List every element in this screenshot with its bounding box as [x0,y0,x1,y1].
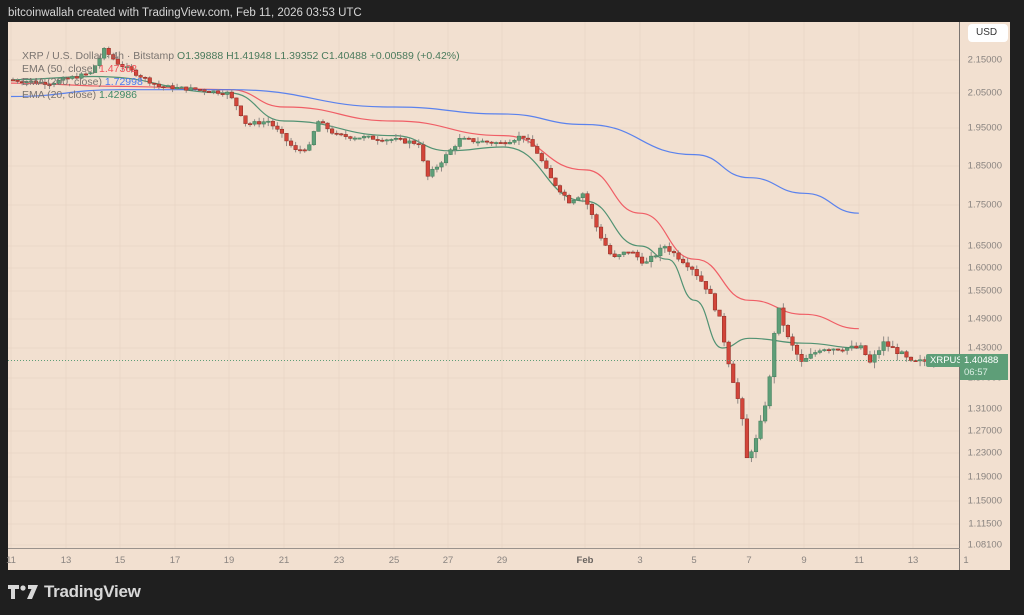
price-tick-label: 1.31000 [967,403,1002,415]
time-tick-label: 29 [496,555,508,566]
time-axis[interactable]: 11 13 15 17 19 21 23 25 27 29 Feb 3 5 7 9 11 13 1 [6,548,969,571]
price-tick-label: 1.15000 [967,495,1002,507]
ohlc-close: C1.40488 [321,50,367,62]
time-tick-label: 3 [637,555,643,566]
currency-button[interactable]: USD [968,24,1008,42]
price-tick-label: 1.95000 [967,122,1002,134]
symbol-legend-row[interactable]: XRP / U.S. Dollar · 4h · Bitstamp O1.398… [22,50,460,63]
time-tick-label: 11 [854,555,864,566]
time-tick-label: 13 [60,555,72,566]
ohlc-change: +0.00589 (+0.42%) [369,50,460,62]
price-tick-label: 1.65000 [967,240,1002,252]
time-tick-label: 5 [691,555,697,566]
bar-countdown: 06:57 [964,367,988,378]
time-tick-label: 1 [963,555,969,566]
time-tick-label: 21 [278,555,290,566]
chart-frame[interactable]: XRP / U.S. Dollar · 4h · Bitstamp O1.398… [8,22,967,570]
time-tick-label: 7 [746,555,752,566]
price-tick-label: 1.19000 [967,471,1002,483]
price-tick-label: 1.49000 [967,313,1002,325]
price-tick-label: 1.60000 [967,262,1002,274]
price-tick-label: 1.23000 [967,447,1002,459]
price-tick-label: 1.27000 [967,425,1002,437]
time-tick-label: Feb [576,555,594,566]
chart-plot-area[interactable] [8,22,967,548]
chart-legend: XRP / U.S. Dollar · 4h · Bitstamp O1.398… [22,50,460,102]
indicator-ema50[interactable]: EMA (50, close) 1.47362 [22,63,460,76]
indicator-label: EMA (200, close) [22,76,102,88]
right-border [1010,22,1024,570]
price-tick-label: 1.55000 [967,285,1002,297]
indicator-value: 1.72998 [104,76,143,88]
price-tick-label: 1.43000 [967,342,1002,354]
indicator-value: 1.42986 [99,89,138,101]
attribution-text: bitcoinwallah created with TradingView.c… [8,7,362,19]
ohlc-low: L1.39352 [274,50,319,62]
indicator-label: EMA (50, close) [22,63,97,75]
indicator-ema200[interactable]: EMA (200, close) 1.72998 [22,76,460,89]
symbol-description: XRP / U.S. Dollar · 4h · Bitstamp [22,50,175,62]
indicator-ema20[interactable]: EMA (20, close) 1.42986 [22,89,460,102]
last-price-value: 1.40488 [964,355,999,366]
last-price-label: 1.40488 06:57 [960,354,1008,380]
time-tick-label: 17 [169,555,181,566]
price-tick-label: 2.15000 [967,54,1002,66]
time-tick-label: 23 [333,555,345,566]
tradingview-logo-icon [8,585,38,599]
indicator-label: EMA (20, close) [22,89,97,101]
time-tick-label: 9 [801,555,807,566]
time-tick-label: 19 [223,555,235,566]
price-tick-label: 1.85000 [967,160,1002,172]
time-tick-label: 13 [907,555,919,566]
price-tick-label: 1.75000 [967,199,1002,211]
price-tick-label: 1.11500 [968,518,1002,530]
candlestick-chart[interactable] [8,22,967,548]
time-tick-label: 15 [114,555,126,566]
price-tick-label: 1.08100 [967,539,1002,551]
price-tick-label: 2.05000 [967,87,1002,99]
price-axis-divider [959,22,960,570]
time-tick-label: 27 [442,555,454,566]
ohlc-high: H1.41948 [226,50,272,62]
indicator-value: 1.47362 [99,63,138,75]
brand-name: TradingView [44,582,141,601]
tradingview-logo[interactable]: TradingView [8,582,141,602]
ohlc-open: O1.39888 [177,50,224,62]
time-tick-label: 11 [6,555,16,566]
price-axis[interactable]: 2.15000 2.05000 1.95000 1.85000 1.75000 1.650… [960,22,1010,570]
time-tick-label: 25 [388,555,400,566]
